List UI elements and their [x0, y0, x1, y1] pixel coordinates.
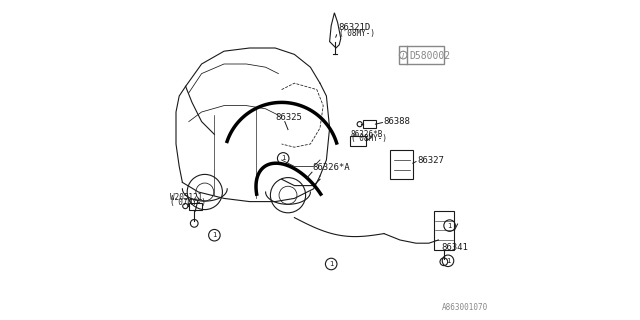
- Text: A863001070: A863001070: [442, 303, 488, 312]
- Text: ('07MY-): ('07MY-): [170, 198, 207, 207]
- Text: i: i: [402, 51, 404, 60]
- Text: 86326*A: 86326*A: [312, 163, 349, 172]
- Text: 86321D: 86321D: [339, 23, 371, 32]
- Text: W205121: W205121: [170, 193, 202, 202]
- Text: 1: 1: [281, 156, 285, 161]
- Text: 1: 1: [447, 223, 452, 228]
- Bar: [351, 136, 366, 146]
- Text: 1: 1: [445, 258, 451, 264]
- Text: 1: 1: [329, 261, 333, 267]
- Bar: [189, 203, 202, 210]
- Bar: [364, 120, 376, 128]
- Bar: [434, 211, 454, 250]
- Bar: [399, 46, 444, 64]
- Text: 1: 1: [212, 232, 217, 238]
- Bar: [390, 150, 413, 179]
- Text: ('08MY-): ('08MY-): [339, 29, 376, 38]
- Text: ('08MY-): ('08MY-): [351, 134, 387, 143]
- Text: 86327: 86327: [418, 156, 444, 164]
- Text: D580002: D580002: [410, 51, 451, 61]
- Text: 86326*B: 86326*B: [351, 130, 383, 139]
- Text: 86341: 86341: [442, 243, 468, 252]
- Polygon shape: [330, 13, 340, 48]
- Text: 86325: 86325: [275, 113, 302, 122]
- Text: 86388: 86388: [383, 116, 410, 125]
